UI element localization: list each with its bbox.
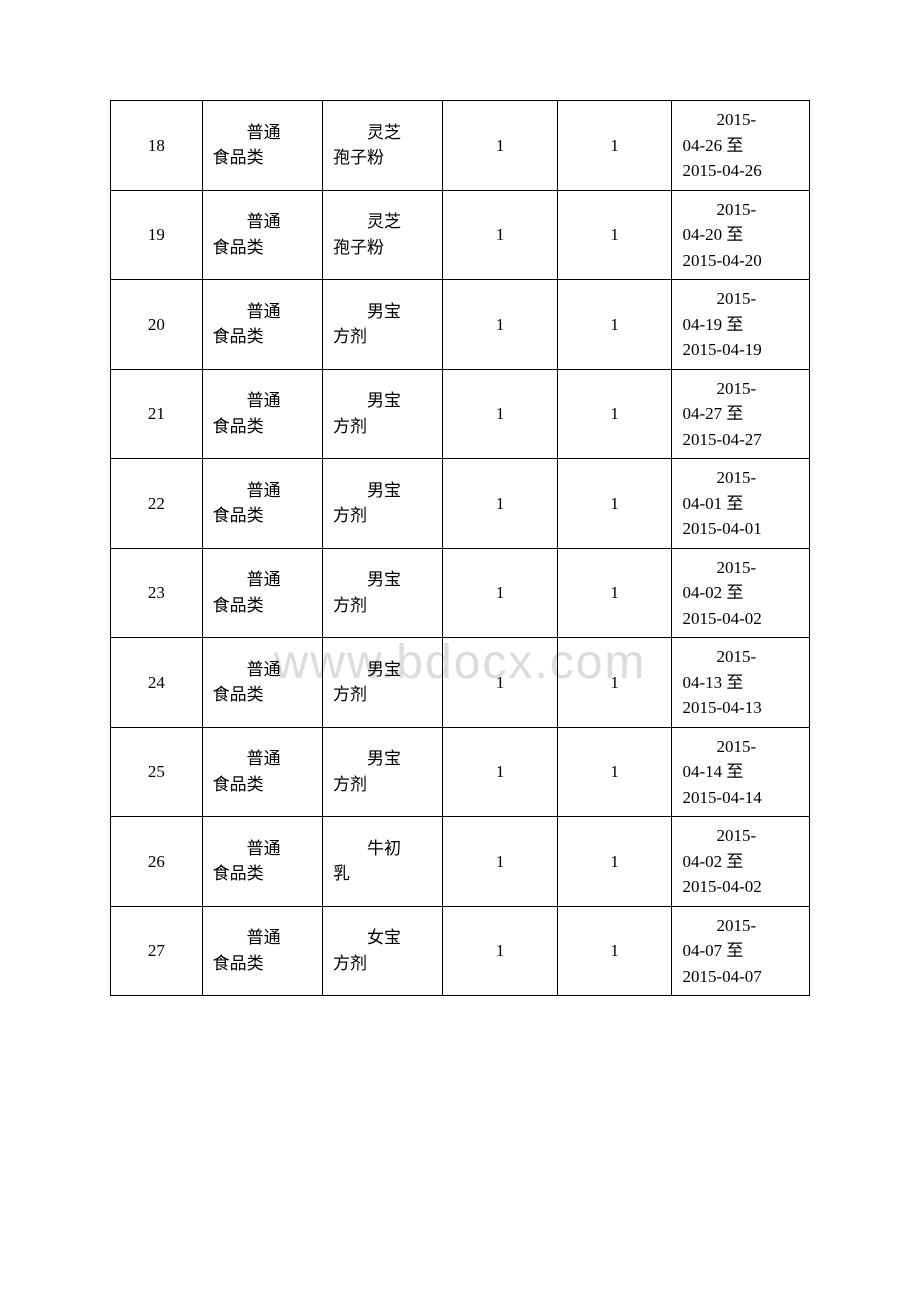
table-wrapper: 18普通食品类灵芝孢子粉112015-04-26 至2015-04-2619普通… <box>110 100 810 996</box>
cell-category: 普通食品类 <box>202 190 322 280</box>
cell-num2: 1 <box>557 369 672 459</box>
cell-num1: 1 <box>443 548 558 638</box>
cell-date: 2015-04-02 至2015-04-02 <box>672 548 810 638</box>
table-row: 24普通食品类男宝方剂112015-04-13 至2015-04-13 <box>111 638 810 728</box>
cell-index: 19 <box>111 190 203 280</box>
cell-index: 26 <box>111 817 203 907</box>
cell-num2: 1 <box>557 190 672 280</box>
cell-product: 男宝方剂 <box>322 459 442 549</box>
cell-product: 男宝方剂 <box>322 727 442 817</box>
table-row: 22普通食品类男宝方剂112015-04-01 至2015-04-01 <box>111 459 810 549</box>
cell-num2: 1 <box>557 817 672 907</box>
cell-product: 灵芝孢子粉 <box>322 190 442 280</box>
cell-date: 2015-04-01 至2015-04-01 <box>672 459 810 549</box>
cell-category: 普通食品类 <box>202 369 322 459</box>
cell-category: 普通食品类 <box>202 906 322 996</box>
cell-index: 20 <box>111 280 203 370</box>
cell-category: 普通食品类 <box>202 548 322 638</box>
cell-num2: 1 <box>557 906 672 996</box>
cell-index: 22 <box>111 459 203 549</box>
table-row: 18普通食品类灵芝孢子粉112015-04-26 至2015-04-26 <box>111 101 810 191</box>
cell-category: 普通食品类 <box>202 817 322 907</box>
cell-index: 21 <box>111 369 203 459</box>
cell-category: 普通食品类 <box>202 280 322 370</box>
cell-num1: 1 <box>443 369 558 459</box>
cell-product: 男宝方剂 <box>322 548 442 638</box>
cell-product: 牛初乳 <box>322 817 442 907</box>
cell-index: 27 <box>111 906 203 996</box>
cell-num2: 1 <box>557 101 672 191</box>
cell-num2: 1 <box>557 727 672 817</box>
table-row: 23普通食品类男宝方剂112015-04-02 至2015-04-02 <box>111 548 810 638</box>
table-row: 25普通食品类男宝方剂112015-04-14 至2015-04-14 <box>111 727 810 817</box>
cell-num1: 1 <box>443 638 558 728</box>
cell-product: 灵芝孢子粉 <box>322 101 442 191</box>
cell-date: 2015-04-07 至2015-04-07 <box>672 906 810 996</box>
cell-product: 女宝方剂 <box>322 906 442 996</box>
table-row: 20普通食品类男宝方剂112015-04-19 至2015-04-19 <box>111 280 810 370</box>
cell-index: 25 <box>111 727 203 817</box>
cell-category: 普通食品类 <box>202 727 322 817</box>
table-row: 26普通食品类牛初乳112015-04-02 至2015-04-02 <box>111 817 810 907</box>
cell-category: 普通食品类 <box>202 459 322 549</box>
table-row: 27普通食品类女宝方剂112015-04-07 至2015-04-07 <box>111 906 810 996</box>
cell-num2: 1 <box>557 638 672 728</box>
cell-product: 男宝方剂 <box>322 369 442 459</box>
cell-num1: 1 <box>443 459 558 549</box>
cell-date: 2015-04-20 至2015-04-20 <box>672 190 810 280</box>
cell-num2: 1 <box>557 548 672 638</box>
cell-date: 2015-04-13 至2015-04-13 <box>672 638 810 728</box>
cell-date: 2015-04-27 至2015-04-27 <box>672 369 810 459</box>
cell-num1: 1 <box>443 101 558 191</box>
cell-num2: 1 <box>557 280 672 370</box>
cell-date: 2015-04-02 至2015-04-02 <box>672 817 810 907</box>
cell-index: 23 <box>111 548 203 638</box>
cell-date: 2015-04-26 至2015-04-26 <box>672 101 810 191</box>
cell-num1: 1 <box>443 280 558 370</box>
cell-product: 男宝方剂 <box>322 638 442 728</box>
cell-index: 24 <box>111 638 203 728</box>
cell-index: 18 <box>111 101 203 191</box>
cell-num1: 1 <box>443 906 558 996</box>
cell-num1: 1 <box>443 727 558 817</box>
cell-date: 2015-04-14 至2015-04-14 <box>672 727 810 817</box>
table-row: 21普通食品类男宝方剂112015-04-27 至2015-04-27 <box>111 369 810 459</box>
cell-category: 普通食品类 <box>202 638 322 728</box>
table-row: 19普通食品类灵芝孢子粉112015-04-20 至2015-04-20 <box>111 190 810 280</box>
cell-num1: 1 <box>443 190 558 280</box>
data-table: 18普通食品类灵芝孢子粉112015-04-26 至2015-04-2619普通… <box>110 100 810 996</box>
cell-product: 男宝方剂 <box>322 280 442 370</box>
cell-date: 2015-04-19 至2015-04-19 <box>672 280 810 370</box>
cell-num2: 1 <box>557 459 672 549</box>
cell-category: 普通食品类 <box>202 101 322 191</box>
table-body: 18普通食品类灵芝孢子粉112015-04-26 至2015-04-2619普通… <box>111 101 810 996</box>
cell-num1: 1 <box>443 817 558 907</box>
